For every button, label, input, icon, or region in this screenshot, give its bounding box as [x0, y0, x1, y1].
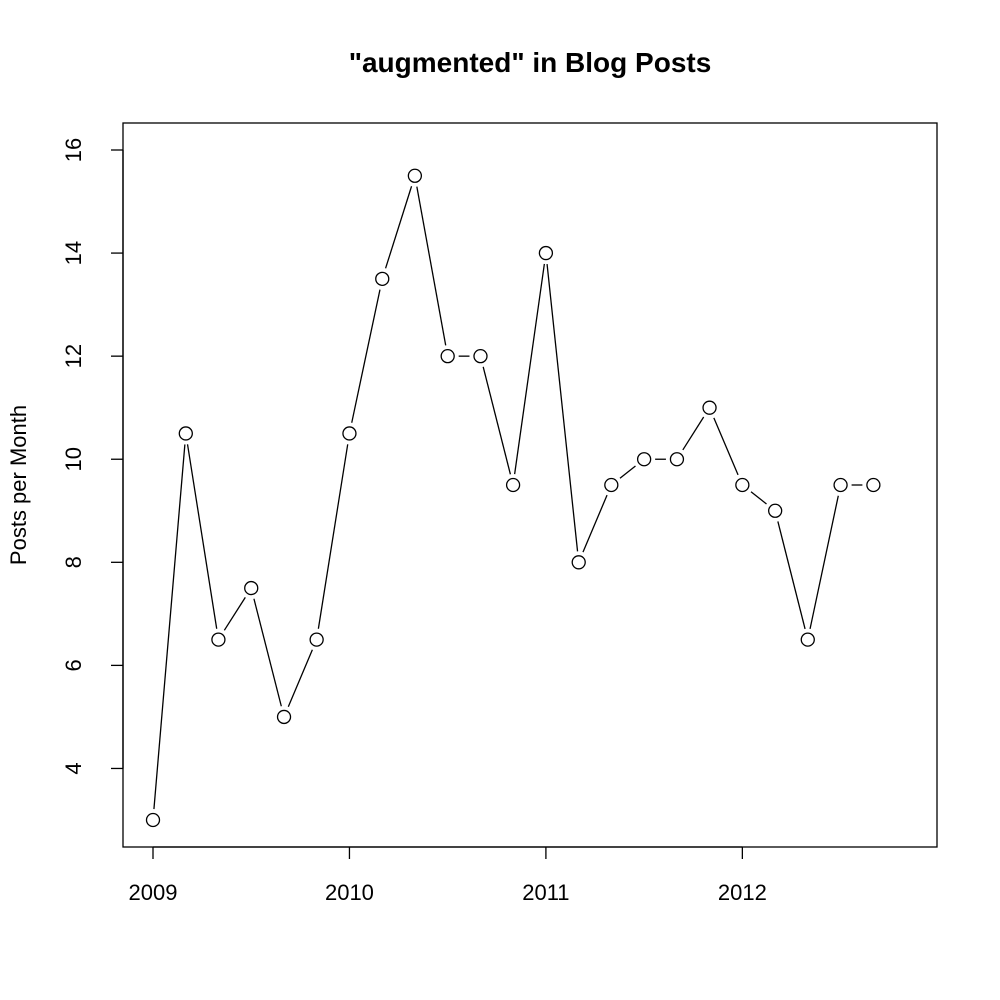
y-tick-label: 12	[61, 344, 86, 368]
data-point	[342, 426, 357, 441]
data-point	[604, 477, 619, 493]
series-line	[153, 186, 863, 810]
series-segment	[513, 263, 546, 475]
data-point	[276, 709, 292, 725]
plot-frame	[122, 122, 938, 848]
data-point	[145, 812, 161, 828]
data-point	[800, 632, 815, 647]
data-point	[768, 503, 783, 518]
series-points	[145, 168, 881, 828]
series-segment	[384, 186, 413, 269]
chart-title: "augmented" in Blog Posts	[349, 47, 712, 78]
series-segment	[287, 649, 313, 708]
data-point	[636, 452, 652, 467]
data-point	[538, 245, 554, 261]
x-tick-label: 2009	[129, 880, 178, 905]
series-segment	[317, 444, 349, 629]
series-segment	[809, 495, 839, 629]
series-segment	[186, 444, 218, 629]
data-point	[178, 426, 193, 441]
series-segment	[750, 491, 767, 505]
data-point	[505, 477, 521, 493]
series-segment	[153, 444, 186, 810]
series-segment	[582, 494, 608, 553]
data-point	[833, 477, 848, 493]
y-axis: 4 6 8 10 12 14 16	[61, 138, 124, 775]
data-point	[571, 555, 586, 570]
series-segment	[682, 416, 705, 451]
y-tick-label: 10	[61, 447, 86, 471]
y-axis-label: Posts per Month	[6, 405, 31, 565]
data-point	[407, 168, 423, 183]
x-tick-label: 2011	[522, 880, 569, 905]
y-tick-label: 14	[61, 241, 86, 265]
y-tick-label: 16	[61, 138, 86, 162]
data-point	[669, 452, 685, 467]
series-segment	[713, 417, 739, 476]
x-tick-label: 2012	[718, 880, 767, 905]
data-point	[866, 477, 881, 493]
series-segment	[223, 597, 246, 631]
data-point	[473, 349, 488, 364]
series-segment	[619, 465, 636, 479]
series-segment	[777, 521, 806, 630]
y-tick-label: 6	[61, 659, 86, 671]
series-segment	[482, 366, 512, 475]
series-segment	[546, 263, 579, 552]
data-point	[440, 349, 455, 364]
series-segment	[253, 598, 282, 707]
x-tick-label: 2010	[325, 880, 374, 905]
data-point	[211, 632, 226, 647]
series-segment	[351, 289, 381, 423]
data-point	[309, 632, 324, 647]
data-point	[244, 580, 259, 596]
data-point	[375, 271, 390, 286]
x-axis: 2009 2010 2011 2012	[129, 846, 767, 905]
data-point	[702, 400, 717, 415]
y-tick-label: 4	[61, 762, 86, 774]
series-segment	[416, 186, 447, 346]
data-point	[735, 477, 750, 493]
y-tick-label: 8	[61, 556, 86, 568]
